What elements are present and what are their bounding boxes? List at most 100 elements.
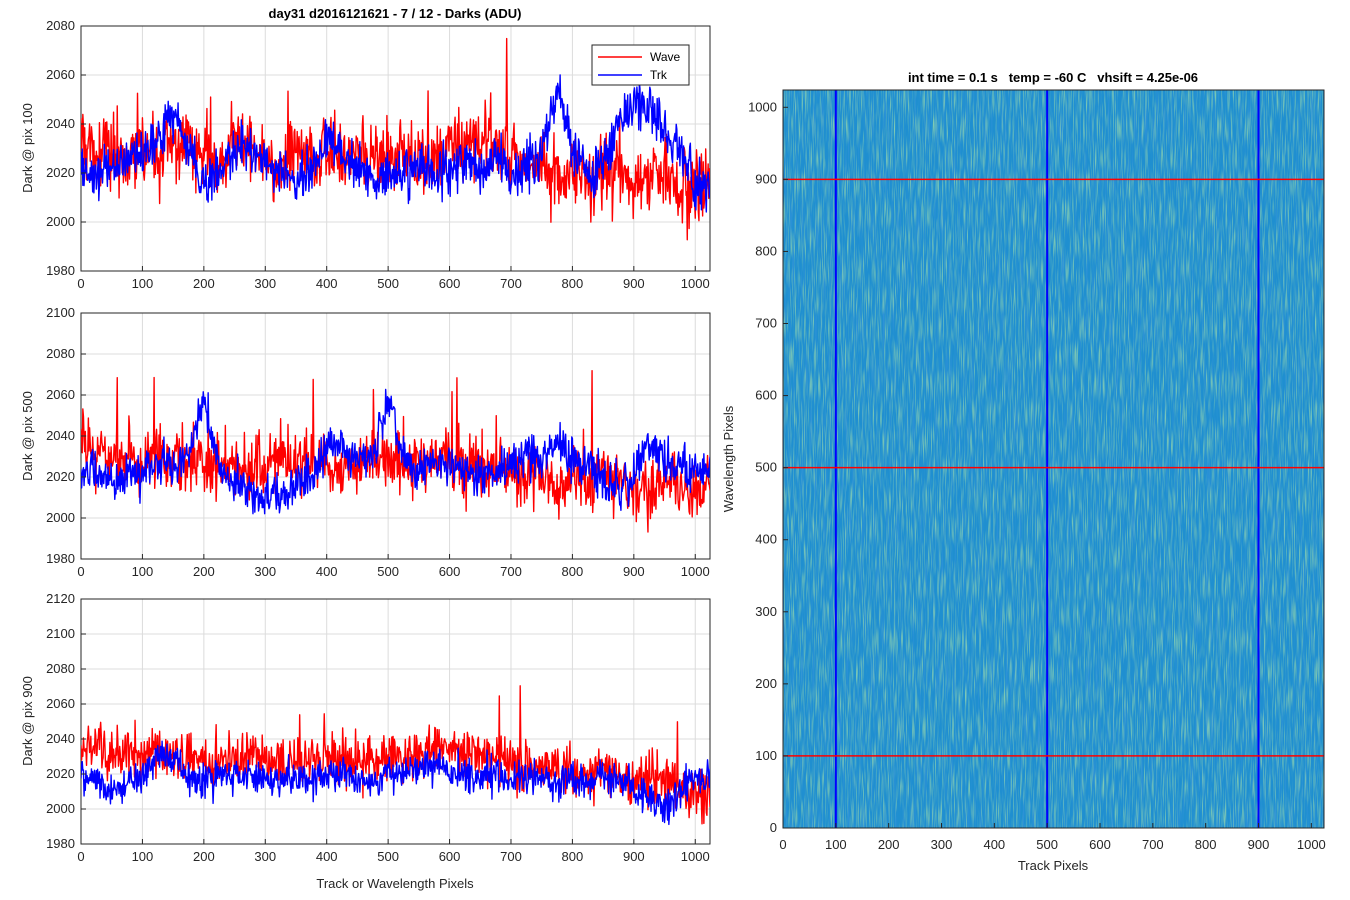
y-tick-label: 2000 [46,214,75,229]
x-tick-label: 800 [562,276,584,291]
y-axis-ticks: 0 100 200 300 400 500 600 700 800 900 1000 [748,99,788,835]
x-tick-label: 400 [983,837,1005,852]
x-tick-label: 900 [623,276,645,291]
series-group [81,37,710,241]
y-tick-label: 2020 [46,165,75,180]
x-tick-label: 700 [500,564,522,579]
y-tick-label: 2040 [46,116,75,131]
y-tick-label: 2000 [46,510,75,525]
x-tick-label: 500 [377,564,399,579]
y-tick-label: 100 [755,748,777,763]
x-tick-label: 200 [193,276,215,291]
y-tick-label: 900 [755,171,777,186]
y-tick-label: 1980 [46,551,75,566]
x-tick-label: 200 [193,849,215,864]
y-tick-label: 800 [755,243,777,258]
x-tick-label: 100 [132,849,154,864]
x-tick-label: 700 [1142,837,1164,852]
x-axis-ticks: 0 100 200 300 400 500 600 700 800 900 1000 [77,554,710,579]
x-axis-label: Track Pixels [1018,858,1089,873]
x-tick-label: 600 [439,276,461,291]
x-tick-label: 0 [77,276,84,291]
x-tick-label: 200 [878,837,900,852]
y-axis-label: Wavelength Pixels [721,405,736,512]
x-tick-label: 800 [562,849,584,864]
x-tick-label: 900 [1248,837,1270,852]
y-tick-label: 2060 [46,696,75,711]
panel-pix-500: 0 100 200 300 400 500 600 700 800 900 1000 1980 200… [20,305,711,579]
x-tick-label: 600 [1089,837,1111,852]
y-axis-label: Dark @ pix 500 [20,391,35,481]
x-tick-label: 300 [254,849,276,864]
x-tick-label: 500 [1036,837,1058,852]
chart-title: day31 d2016121621 - 7 / 12 - Darks (ADU) [269,6,522,21]
series-line-wave [81,37,710,241]
series-group [81,370,710,533]
heatmap-title: int time = 0.1 s temp = -60 C vhsift = 4… [908,70,1198,85]
legend-label-wave: Wave [650,50,681,64]
x-tick-label: 0 [779,837,786,852]
y-axis-label: Dark @ pix 900 [20,676,35,766]
x-tick-label: 700 [500,849,522,864]
legend: Wave Trk [591,44,690,86]
heatmap-frame [782,89,1325,829]
grid [80,598,710,845]
legend-box [591,44,690,86]
y-tick-label: 2020 [46,766,75,781]
x-tick-label: 200 [193,564,215,579]
y-axis-label: Dark @ pix 100 [20,103,35,193]
x-tick-label: 300 [254,276,276,291]
x-axis-label: Track or Wavelength Pixels [316,876,474,891]
panel-pix-900: 0 100 200 300 400 500 600 700 800 900 1000 1980 200… [20,591,711,891]
series-line-trk [81,740,710,826]
x-tick-label: 300 [931,837,953,852]
y-tick-label: 300 [755,604,777,619]
y-tick-label: 2040 [46,731,75,746]
x-tick-label: 800 [562,564,584,579]
x-tick-label: 1000 [1297,837,1326,852]
x-tick-label: 400 [316,564,338,579]
x-tick-label: 400 [316,849,338,864]
y-tick-label: 2080 [46,661,75,676]
x-tick-label: 800 [1195,837,1217,852]
x-tick-label: 1000 [681,849,710,864]
x-tick-label: 0 [77,849,84,864]
x-tick-label: 700 [500,276,522,291]
y-tick-label: 2120 [46,591,75,606]
y-tick-label: 2100 [46,626,75,641]
y-tick-label: 2040 [46,428,75,443]
x-tick-label: 100 [132,564,154,579]
plot-area [80,598,711,845]
y-tick-label: 0 [770,820,777,835]
x-axis-ticks: 0 100 200 300 400 500 600 700 800 900 1000 [77,266,710,291]
y-tick-label: 1980 [46,836,75,851]
panel-pix-100: 0 100 200 300 400 500 600 700 800 900 1000 1980 200… [20,6,711,291]
y-tick-label: 1980 [46,263,75,278]
y-tick-label: 600 [755,388,777,403]
y-tick-label: 500 [755,460,777,475]
series-line-trk [81,388,710,515]
x-tick-label: 1000 [681,564,710,579]
y-axis-ticks: 1980 2000 2020 2040 2060 2080 2100 2120 [46,591,86,851]
series-line-trk [81,74,710,213]
x-tick-label: 500 [377,276,399,291]
x-tick-label: 400 [316,276,338,291]
y-axis-ticks: 1980 2000 2020 2040 2060 2080 [46,18,86,278]
y-tick-label: 400 [755,532,777,547]
x-tick-label: 900 [623,849,645,864]
panel-heatmap: 0 100 200 300 400 500 600 700 800 900 1000 0 100 200… [721,70,1326,873]
y-tick-label: 200 [755,676,777,691]
x-tick-label: 0 [77,564,84,579]
y-tick-label: 2100 [46,305,75,320]
heatmap-texture-bright [783,90,1324,828]
series-group [81,685,710,826]
y-tick-label: 700 [755,316,777,331]
x-tick-label: 900 [623,564,645,579]
x-tick-label: 1000 [681,276,710,291]
x-tick-label: 100 [132,276,154,291]
series-line-wave [81,685,710,825]
y-tick-label: 2080 [46,18,75,33]
x-tick-label: 100 [825,837,847,852]
y-axis-ticks: 1980 2000 2020 2040 2060 2080 2100 [46,305,86,566]
